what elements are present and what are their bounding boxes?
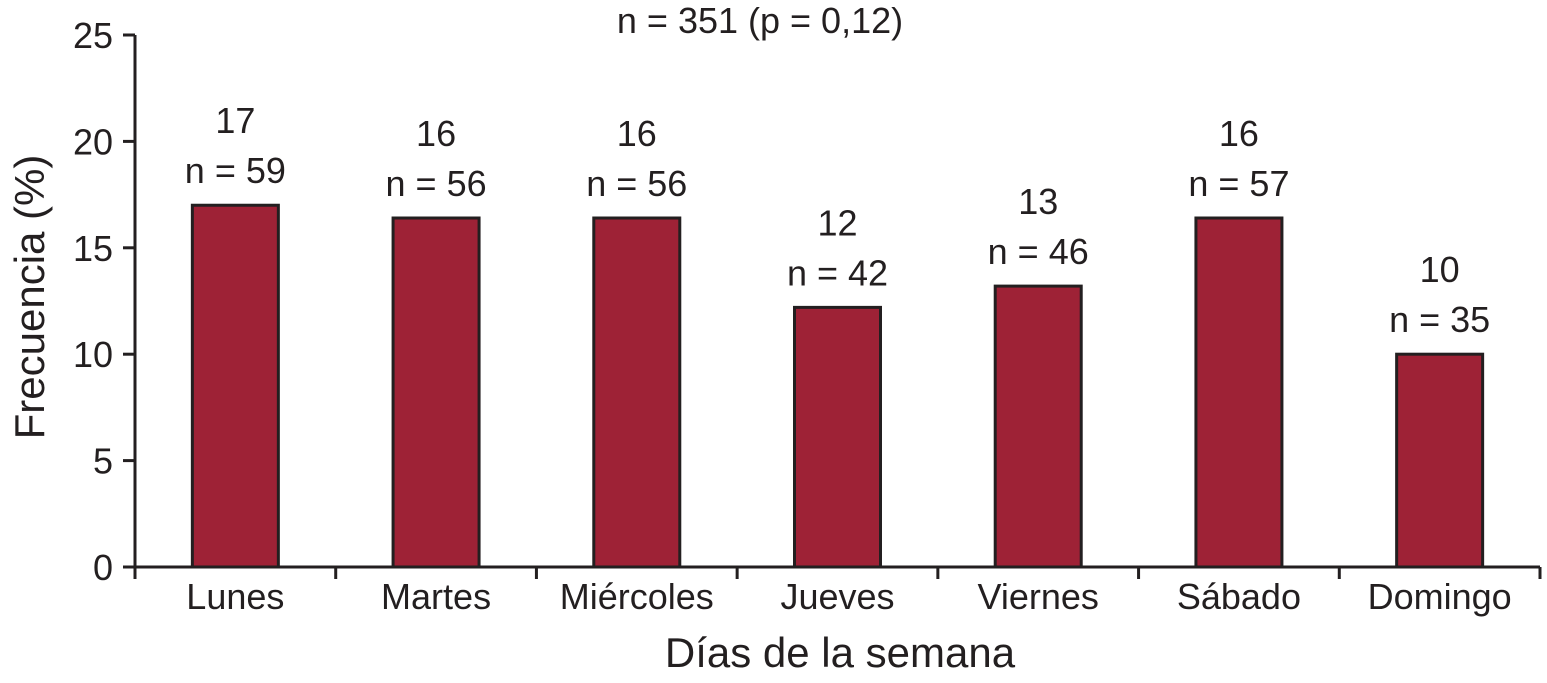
bar-value-label: 16 [1219,113,1259,154]
y-tick-label: 10 [73,334,113,375]
bar-value-label: 16 [416,113,456,154]
x-tick-label: Viernes [978,576,1099,617]
bar-count-label: n = 57 [1188,163,1289,204]
x-tick-label: Lunes [186,576,284,617]
bar-labels: n = 59 17 n = 56 16 n = 56 16 n = 42 12 n = 46 13… [185,100,1490,340]
bar-value-label: 13 [1018,181,1058,222]
x-tick-label: Sábado [1177,576,1301,617]
bar-domingo [1395,352,1485,569]
bar-value-label: 12 [817,202,857,243]
x-tick-label: Domingo [1368,576,1512,617]
bar-value-label: 17 [215,100,255,141]
y-tick-label: 0 [93,547,113,588]
x-axis-title: Días de la semana [665,629,1016,676]
bar-count-label: n = 56 [386,163,487,204]
y-tick-label: 5 [93,441,113,482]
x-axis-ticks: Lunes Martes Miércoles Jueves Viernes Sábado D… [133,567,1542,617]
bar-count-label: n = 59 [185,150,286,191]
bar-martes [391,216,481,569]
bars [190,203,1485,569]
bar-count-label: n = 42 [787,252,888,293]
bar-count-label: n = 56 [586,163,687,204]
bar-value-label: 10 [1420,249,1460,290]
bar-miércoles [592,216,682,569]
bar-lunes [190,203,280,569]
y-tick-label: 15 [73,228,113,269]
x-tick-label: Miércoles [560,576,714,617]
bar-count-label: n = 46 [988,231,1089,272]
y-tick-label: 25 [73,15,113,56]
y-tick-label: 20 [73,121,113,162]
bar-jueves [793,305,882,569]
y-axis-title: Frecuencia (%) [6,155,53,440]
bar-viernes [993,284,1083,569]
chart-subtitle: n = 351 (p = 0,12) [617,0,903,41]
x-tick-label: Jueves [780,576,894,617]
x-tick-label: Martes [381,576,491,617]
bar-sábado [1194,216,1284,569]
bar-value-label: 16 [617,113,657,154]
y-axis-ticks: 0 5 10 15 20 25 [73,15,135,588]
bar-count-label: n = 35 [1389,299,1490,340]
